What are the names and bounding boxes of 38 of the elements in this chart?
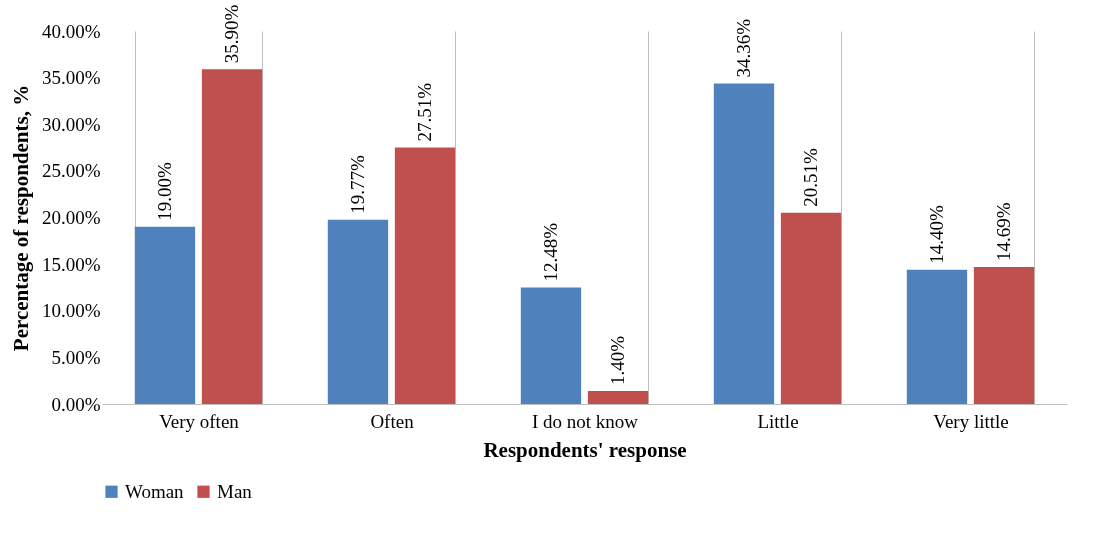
bar	[587, 390, 649, 404]
x-tick-label: Little	[757, 410, 799, 432]
legend-label: Woman	[125, 480, 185, 502]
data-label: 12.48%	[539, 222, 561, 282]
bar	[713, 83, 775, 404]
bar	[327, 219, 389, 404]
y-tick-label: 10.00%	[41, 300, 101, 322]
y-tick-label: 40.00%	[41, 20, 101, 42]
y-tick-label: 25.00%	[41, 160, 101, 182]
x-tick-label: I do not know	[531, 410, 639, 432]
data-label: 34.36%	[732, 18, 754, 78]
bar	[780, 212, 842, 404]
x-tick-label: Very often	[159, 410, 240, 432]
data-label: 19.77%	[346, 154, 368, 214]
bar	[134, 226, 196, 404]
data-label: 19.00%	[153, 162, 175, 221]
bar	[520, 287, 582, 404]
y-tick-label: 5.00%	[51, 346, 101, 368]
x-axis-title: Respondents' response	[483, 437, 687, 462]
data-label: 14.40%	[925, 204, 947, 264]
legend-label: Man	[217, 480, 253, 502]
bar	[973, 267, 1035, 404]
bar	[394, 147, 456, 404]
y-tick-label: 0.00%	[51, 393, 101, 415]
y-tick-label: 35.00%	[41, 67, 101, 89]
data-label: 14.69%	[993, 202, 1015, 262]
bar	[201, 69, 263, 404]
data-label: 1.40%	[607, 335, 629, 385]
x-tick-label: Often	[370, 410, 415, 432]
x-tick-label: Very little	[933, 410, 1009, 432]
y-axis-title: Percentage of respondents, %	[8, 84, 33, 352]
bar	[906, 269, 968, 404]
data-label: 35.90%	[221, 4, 243, 64]
y-tick-label: 20.00%	[41, 207, 101, 228]
data-label: 20.51%	[800, 147, 822, 207]
y-tick-label: 15.00%	[41, 253, 101, 275]
y-tick-label: 30.00%	[41, 113, 101, 135]
data-label: 27.51%	[414, 82, 436, 142]
